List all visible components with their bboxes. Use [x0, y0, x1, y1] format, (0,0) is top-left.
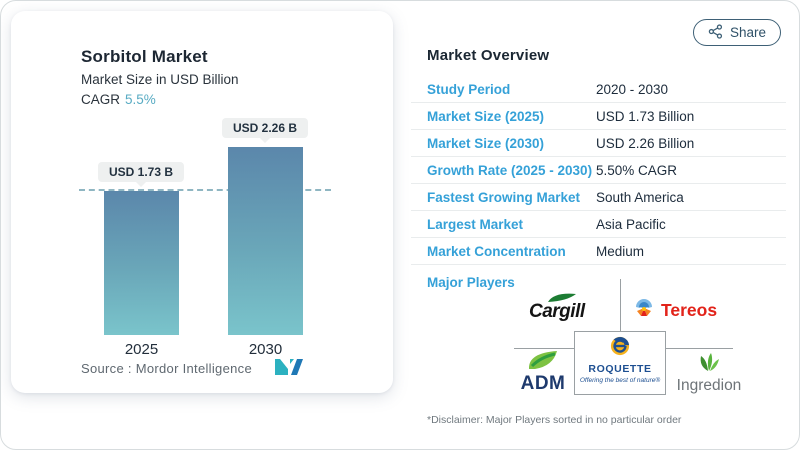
roquette-tagline: Offering the best of nature®	[579, 377, 661, 384]
major-players-section: Major Players Cargill	[411, 264, 789, 414]
overview-panel: Share Market Overview Study Period 2020 …	[411, 1, 789, 449]
bar-2030	[228, 147, 303, 335]
connector-right-line	[666, 348, 733, 349]
row-value: South America	[596, 189, 684, 205]
source-row: Source : Mordor Intelligence	[81, 356, 305, 381]
adm-logo: ADM	[507, 349, 579, 395]
cargill-logo: Cargill	[523, 291, 609, 329]
mordor-intelligence-logo-icon	[275, 356, 305, 381]
cargill-leaf-icon	[547, 290, 577, 308]
adm-leaf-icon	[525, 351, 561, 374]
row-label: Market Concentration	[427, 243, 566, 259]
table-row: Market Size (2030) USD 2.26 Billion	[411, 130, 786, 157]
ingredion-logo: Ingredion	[663, 352, 755, 395]
reference-dashed-line	[79, 189, 331, 191]
row-value: USD 1.73 Billion	[596, 108, 695, 124]
row-label: Study Period	[427, 81, 511, 97]
table-row: Market Size (2025) USD 1.73 Billion	[411, 103, 786, 130]
connector-left-line	[514, 348, 574, 349]
chart-subtitle: Market Size in USD Billion	[81, 72, 239, 87]
bar-value-label-2025: USD 1.73 B	[97, 162, 185, 182]
ingredion-wordmark: Ingredion	[676, 377, 742, 394]
row-label: Fastest Growing Market	[427, 189, 581, 205]
roquette-wordmark: ROQUETTE	[588, 363, 652, 375]
x-tick-2025: 2025	[124, 341, 159, 358]
share-button-label: Share	[729, 25, 766, 40]
tereos-flower-icon	[633, 297, 655, 324]
x-tick-2030: 2030	[248, 341, 283, 358]
table-row: Largest Market Asia Pacific	[411, 211, 786, 238]
ingredion-leaf-icon	[697, 353, 721, 376]
disclaimer-text: *Disclaimer: Major Players sorted in no …	[427, 414, 682, 426]
chart-title: Sorbitol Market	[81, 47, 208, 66]
cagr-value: 5.5%	[125, 92, 156, 107]
overview-title: Market Overview	[427, 47, 550, 64]
cargill-wordmark: Cargill	[529, 301, 585, 322]
connector-vertical-line	[620, 279, 621, 331]
source-text: Source : Mordor Intelligence	[81, 361, 252, 376]
chart-panel: Sorbitol Market Market Size in USD Billi…	[11, 11, 393, 393]
row-value: USD 2.26 Billion	[596, 135, 695, 151]
overview-table: Study Period 2020 - 2030 Market Size (20…	[411, 76, 786, 265]
table-row: Fastest Growing Market South America	[411, 184, 786, 211]
table-row: Growth Rate (2025 - 2030) 5.50% CAGR	[411, 157, 786, 184]
major-players-label: Major Players	[427, 275, 515, 290]
row-label: Growth Rate (2025 - 2030)	[427, 162, 593, 178]
table-row: Market Concentration Medium	[411, 238, 786, 265]
row-value: Asia Pacific	[596, 216, 666, 232]
adm-wordmark: ADM	[520, 373, 566, 394]
bar-2025	[104, 191, 179, 335]
tereos-logo: Tereos	[633, 297, 717, 324]
table-row: Study Period 2020 - 2030	[411, 76, 786, 103]
share-button[interactable]: Share	[692, 19, 781, 46]
roquette-sphere-icon	[610, 336, 630, 360]
bar-value-label-2030: USD 2.26 B	[221, 118, 309, 138]
chart-cagr-line: CAGR 5.5%	[81, 92, 156, 107]
row-value: Medium	[596, 243, 645, 259]
cagr-label: CAGR	[81, 92, 121, 107]
row-label: Largest Market	[427, 216, 524, 232]
roquette-logo: ROQUETTE Offering the best of nature®	[574, 331, 666, 395]
row-value: 2020 - 2030	[596, 81, 669, 97]
row-label: Market Size (2025)	[427, 108, 545, 124]
row-value: 5.50% CAGR	[596, 162, 678, 178]
row-label: Market Size (2030)	[427, 135, 545, 151]
share-icon	[708, 23, 723, 42]
tereos-wordmark: Tereos	[661, 300, 718, 320]
